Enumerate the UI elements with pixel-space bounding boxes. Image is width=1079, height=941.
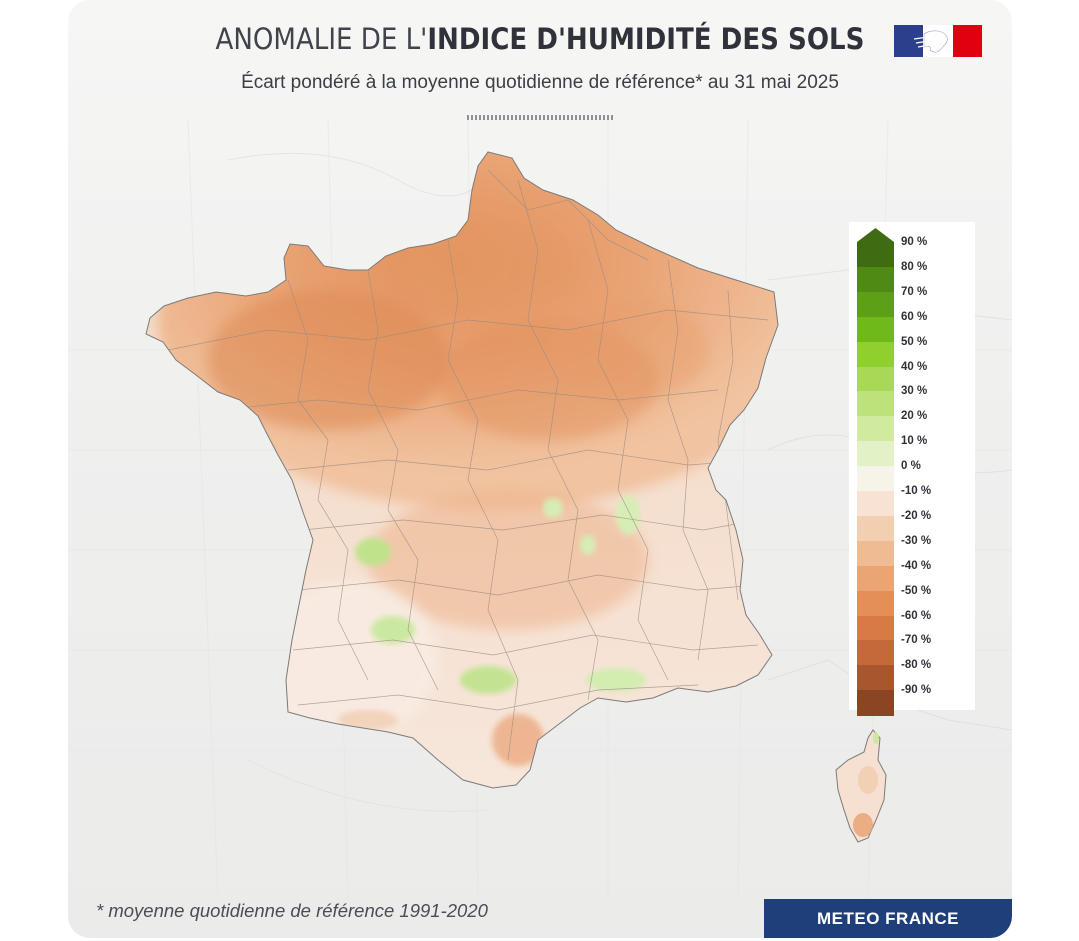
legend-label: 30 % [901,385,928,398]
soil-moisture-anomaly-map [68,120,1012,900]
legend-label: 20 % [901,410,928,423]
legend-swatch [857,665,894,691]
page-title: ANOMALIE DE L'INDICE D'HUMIDITÉ DES SOLS [68,22,1012,56]
legend-label: 90 % [901,236,928,248]
legend-swatch [857,515,894,542]
legend-arrow-top [857,228,894,242]
legend-label: -70 % [901,634,932,647]
legend-swatch [857,491,894,517]
legend-label: 80 % [901,260,928,273]
legend-label: -60 % [901,609,932,622]
legend-label: -50 % [901,584,932,597]
legend-swatch [857,590,894,616]
legend-swatch [857,316,894,343]
legend-swatch [857,391,894,417]
legend-swatch [857,366,894,392]
legend: 90 % 80 % 70 % 60 % 50 % 40 % 30 % 20 % 10 % 0 % -… [849,222,975,716]
infographic-card: ANOMALIE DE L'INDICE D'HUMIDITÉ DES SOLS… [68,0,1012,938]
legend-label: -80 % [901,659,932,672]
legend-label: -20 % [901,509,932,522]
legend-label: 70 % [901,285,928,298]
legend-label: 40 % [901,360,928,373]
france-mainland [146,152,778,788]
corsica [835,729,887,843]
legend-label: -10 % [901,485,932,497]
legend-swatch [857,466,894,492]
legend-swatch [857,565,894,592]
legend-label: -90 % [901,684,932,697]
legend-swatch [857,416,894,442]
meteo-france-badge: METEO FRANCE [764,899,1012,938]
legend-swatch [857,266,894,293]
legend-label: 60 % [901,310,928,323]
legend-swatch [857,690,894,716]
republique-francaise-logo [894,25,982,57]
title-bold: INDICE D'HUMIDITÉ DES SOLS [427,22,865,56]
title-light: ANOMALIE DE L' [215,22,428,56]
page-subtitle: Écart pondéré à la moyenne quotidienne d… [241,72,839,93]
legend-swatch [857,341,894,367]
legend-swatch [857,540,894,567]
legend-swatch [857,242,894,268]
legend-label: 50 % [901,335,928,348]
legend-label: 0 % [901,460,921,473]
legend-swatch [857,441,894,467]
title-divider [467,115,615,120]
legend-swatch [857,640,894,666]
legend-label: -30 % [901,534,932,547]
legend-swatch [857,291,894,318]
legend-swatch [857,615,894,641]
footnote: * moyenne quotidienne de référence 1991-… [96,900,488,921]
legend-label: -40 % [901,559,932,572]
legend-label: 10 % [901,435,928,448]
